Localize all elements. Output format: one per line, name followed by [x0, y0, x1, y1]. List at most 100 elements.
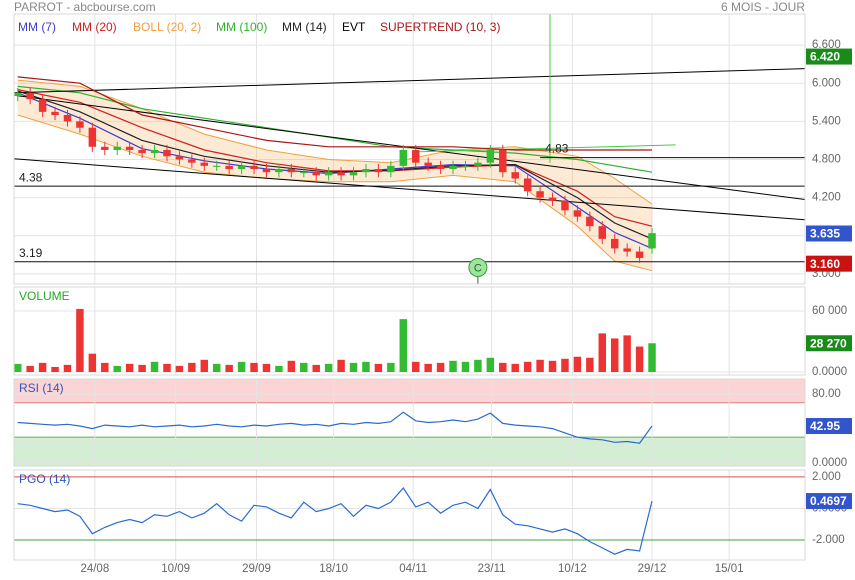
volume-bar: [411, 361, 420, 373]
volume-bar: [76, 308, 84, 373]
volume-bar: [399, 319, 408, 373]
volume-bar: [337, 359, 345, 373]
x-tick-label: 15/01: [715, 563, 744, 575]
candle-body: [411, 149, 420, 163]
annotation-label: C: [474, 262, 482, 274]
volume-bar: [324, 363, 333, 373]
legend-entry: EVT: [342, 20, 366, 34]
volume-bar: [275, 365, 283, 373]
volume-bar: [424, 363, 432, 373]
zone: [14, 379, 805, 403]
candle-body: [26, 92, 34, 100]
overlay-line: [17, 76, 652, 151]
candle-body: [101, 146, 109, 150]
candle-body: [561, 200, 569, 211]
y-tick-label: 6.000: [812, 77, 841, 89]
candle-body: [424, 162, 432, 166]
y-tick-label: 2.000: [812, 471, 841, 483]
y-tick-label: 4.200: [812, 192, 841, 204]
candle-body: [38, 99, 47, 112]
volume-bar: [163, 363, 171, 373]
candle-body: [324, 172, 333, 176]
candle-body: [387, 165, 395, 173]
volume-bar: [523, 361, 532, 373]
candle-body: [163, 149, 171, 157]
volume-bar: [573, 356, 582, 373]
overlay-line: [17, 85, 653, 173]
candle-body: [362, 169, 370, 173]
candle-body: [250, 165, 258, 170]
volume-bar: [598, 333, 607, 373]
volume-bar: [449, 360, 457, 373]
candle-body: [287, 169, 296, 173]
volume-bar: [150, 361, 159, 373]
volume-bar: [387, 362, 395, 373]
volume-bar: [250, 362, 258, 373]
value-tag: [806, 493, 852, 510]
candle-body: [188, 159, 196, 163]
candle-body: [586, 216, 594, 227]
candle-body: [14, 92, 22, 96]
x-tick-label: 29/09: [242, 563, 271, 575]
volume-bar: [623, 335, 631, 373]
candle-body: [312, 172, 320, 176]
y-tick-label: 0.0000: [812, 457, 847, 469]
volume-bar: [499, 362, 507, 373]
volume-bar: [312, 364, 320, 373]
candle-body: [648, 233, 656, 249]
candle-body: [200, 162, 209, 166]
indicator-line: [17, 411, 653, 444]
candle-body: [598, 226, 607, 239]
candle-body: [548, 197, 557, 201]
candle-body: [212, 165, 221, 167]
value-tag-label: 0.4697: [810, 494, 847, 508]
level-label: 4.83: [545, 142, 569, 156]
panel-frame: [13, 286, 806, 376]
indicator-line: [17, 487, 653, 555]
volume-bar: [212, 363, 221, 373]
value-tag: [806, 255, 852, 272]
x-tick-label: 18/10: [319, 563, 348, 575]
y-tick-label: 6.600: [812, 39, 841, 51]
value-tag-label: 3.635: [810, 227, 840, 241]
value-tag-label: 42.95: [810, 419, 840, 433]
y-tick-label: 4.800: [812, 154, 841, 166]
value-tag: [806, 418, 852, 435]
band-fill: [17, 80, 652, 271]
legend-entry: SUPERTREND (10, 3): [380, 20, 500, 34]
candle-body: [113, 146, 121, 150]
volume-bar: [300, 362, 308, 373]
candle-body: [399, 149, 408, 166]
trend-line: [14, 158, 805, 221]
candle-body: [337, 172, 345, 176]
zone: [14, 437, 805, 466]
trend-line: [14, 68, 805, 94]
candle-body: [275, 169, 283, 173]
candle-body: [349, 172, 358, 176]
volume-bar: [51, 366, 59, 373]
volume-bar: [101, 362, 109, 373]
volume-bar: [586, 357, 594, 373]
x-tick-label: 23/11: [478, 563, 506, 575]
x-tick-label: 29/12: [638, 563, 667, 575]
y-tick-label: 60 000: [812, 305, 847, 317]
candle-body: [449, 165, 457, 170]
candle-body: [374, 169, 383, 173]
x-tick-label: 10/12: [558, 563, 587, 575]
value-tag: [806, 225, 852, 242]
chart-title: PARROT - abcbourse.com: [14, 0, 156, 14]
candle-body: [262, 169, 271, 173]
candle-body: [461, 165, 470, 167]
value-tag-label: 3.160: [810, 257, 840, 271]
candle-body: [436, 165, 445, 170]
volume-bar: [610, 338, 619, 373]
candle-body: [63, 115, 72, 122]
candle-body: [536, 191, 544, 198]
legend-entry: MM (100): [216, 20, 267, 34]
panel-title: RSI (14): [19, 381, 64, 395]
band-lower: [17, 114, 653, 272]
volume-bar: [362, 361, 370, 373]
volume-bar: [38, 362, 47, 373]
